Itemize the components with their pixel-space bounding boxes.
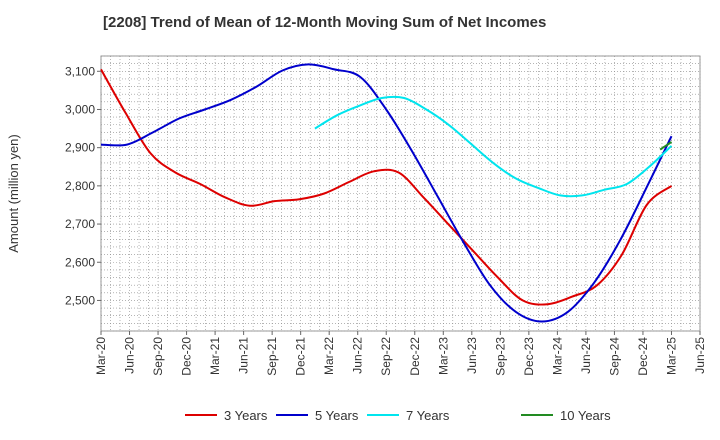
legend-label: 3 Years bbox=[224, 408, 268, 423]
legend-label: 7 Years bbox=[406, 408, 450, 423]
y-axis-ticks: 2,500 2,600 2,700 2,800 2,900 3,000 3,100 bbox=[65, 64, 101, 307]
x-tick-label: Jun-22 bbox=[351, 337, 365, 374]
chart-title: [2208] Trend of Mean of 12-Month Moving … bbox=[103, 14, 547, 31]
x-tick-label: Dec-20 bbox=[180, 337, 194, 376]
x-tick-label: Mar-24 bbox=[550, 337, 564, 375]
x-tick-label: Sep-23 bbox=[493, 337, 507, 376]
x-tick-label: Sep-20 bbox=[151, 337, 165, 376]
y-tick-label: 2,500 bbox=[65, 293, 95, 307]
x-tick-label: Sep-24 bbox=[607, 337, 621, 376]
x-tick-label: Jun-23 bbox=[465, 337, 479, 374]
y-tick-label: 3,100 bbox=[65, 64, 95, 78]
plot-area bbox=[100, 55, 701, 332]
legend-label: 10 Years bbox=[560, 408, 611, 423]
x-axis-ticks: Mar-20 Jun-20 Sep-20 Dec-20 Mar-21 Jun-21 Sep-… bbox=[94, 331, 707, 376]
x-tick-label: Mar-25 bbox=[664, 337, 678, 375]
series-lines bbox=[100, 63, 673, 323]
x-tick-label: Dec-22 bbox=[408, 337, 422, 376]
series-line-3-years bbox=[100, 68, 673, 306]
y-tick-label: 2,800 bbox=[65, 179, 95, 193]
x-tick-label: Dec-23 bbox=[522, 337, 536, 376]
x-tick-label: Sep-22 bbox=[379, 337, 393, 376]
x-tick-label: Dec-21 bbox=[294, 337, 308, 376]
legend-label: 5 Years bbox=[315, 408, 359, 423]
x-tick-label: Mar-22 bbox=[322, 337, 336, 375]
series-line-10-years bbox=[659, 141, 673, 151]
x-tick-label: Jun-20 bbox=[123, 337, 137, 374]
legend: 3 Years 5 Years 7 Years 10 Years bbox=[185, 408, 611, 423]
x-tick-label: Dec-24 bbox=[636, 337, 650, 376]
y-tick-label: 2,600 bbox=[65, 255, 95, 269]
y-tick-label: 3,000 bbox=[65, 102, 95, 116]
x-tick-label: Jun-25 bbox=[693, 337, 707, 374]
y-tick-label: 2,700 bbox=[65, 217, 95, 231]
series-line-5-years bbox=[100, 63, 673, 323]
x-tick-label: Mar-21 bbox=[208, 337, 222, 375]
x-tick-label: Jun-24 bbox=[579, 337, 593, 374]
x-tick-label: Jun-21 bbox=[237, 337, 251, 374]
x-tick-label: Mar-23 bbox=[436, 337, 450, 375]
x-tick-label: Sep-21 bbox=[265, 337, 279, 376]
series-line-7-years bbox=[314, 95, 673, 198]
x-tick-label: Mar-20 bbox=[94, 337, 108, 375]
y-axis-label: Amount (million yen) bbox=[6, 134, 21, 253]
y-tick-label: 2,900 bbox=[65, 141, 95, 155]
